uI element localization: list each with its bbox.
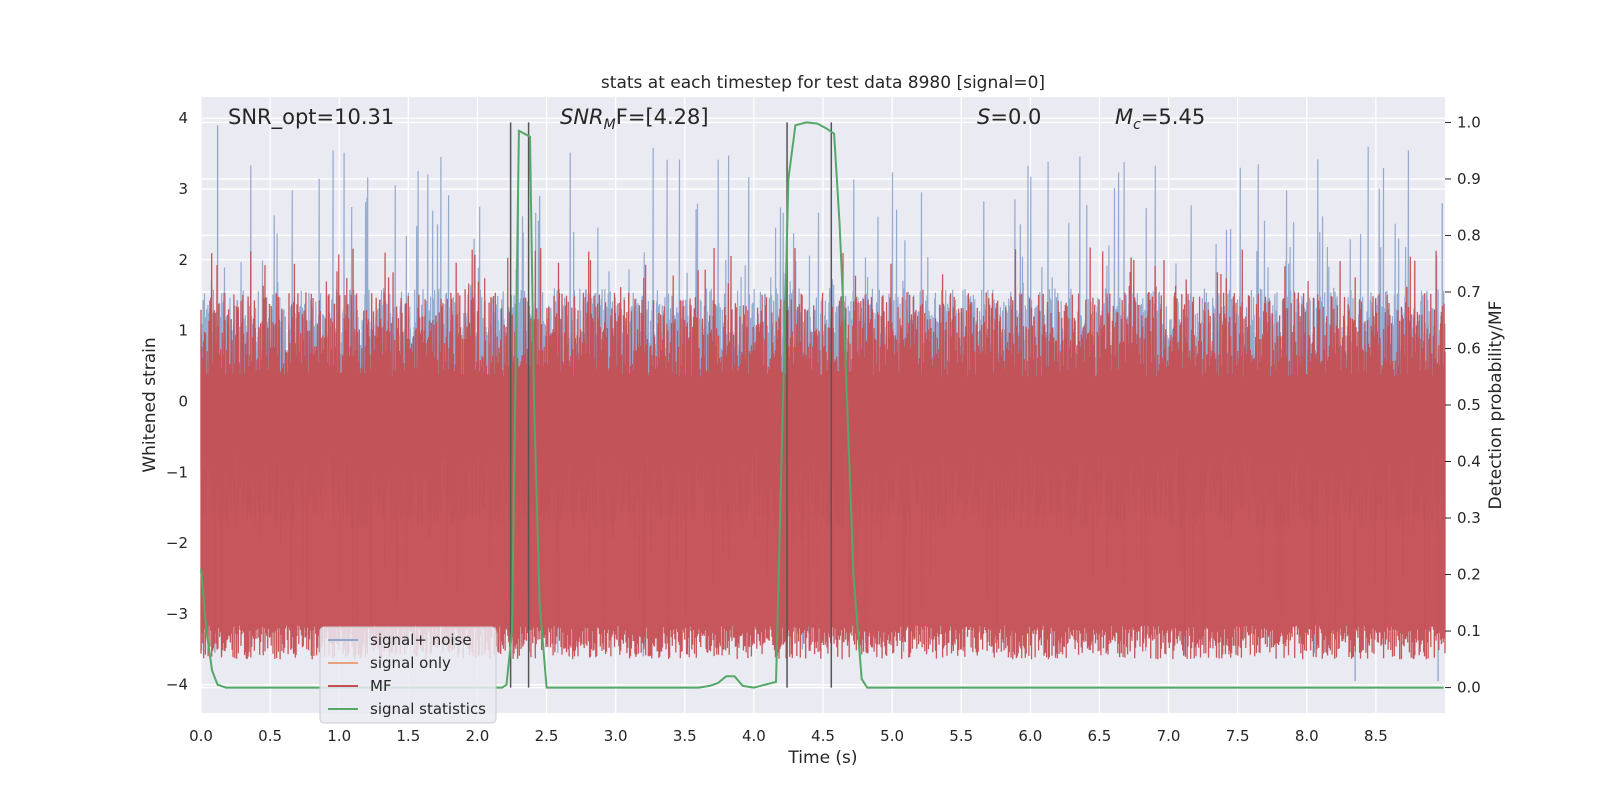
y2-axis-label: Detection probability/MF [1486, 301, 1506, 510]
x-tick-label: 4.5 [811, 727, 835, 745]
x-tick-label: 7.5 [1226, 727, 1250, 745]
y2-tick-label: 0.1 [1457, 622, 1481, 640]
x-tick-label: 4.0 [742, 727, 766, 745]
legend-label-mf: MF [370, 677, 392, 695]
y2-tick-label: 0.6 [1457, 339, 1481, 357]
x-tick-label: 0.0 [189, 727, 213, 745]
snr-mf-value: F=[4.28] [616, 105, 709, 129]
y-tick-label: −4 [166, 676, 188, 694]
y2-tick-labels: 0.0 0.1 0.2 0.3 0.4 0.5 0.6 0.7 0.8 0.9 1.0 [1445, 113, 1481, 697]
mc-main: M [1115, 105, 1133, 129]
mc-annotation: Mc=5.45 [1115, 105, 1205, 133]
x-tick-label: 5.5 [949, 727, 973, 745]
x-tick-label: 3.5 [673, 727, 697, 745]
y2-tick-label: 0.8 [1457, 226, 1481, 244]
y-tick-labels: −4 −3 −2 −1 0 1 2 3 4 [166, 109, 188, 693]
y-axis-label: Whitened strain [140, 337, 160, 472]
y2-tick-label: 0.4 [1457, 453, 1481, 471]
x-tick-label: 3.0 [604, 727, 628, 745]
snr-opt-annotation: SNR_opt=10.31 [228, 105, 394, 130]
x-tick-label: 6.5 [1088, 727, 1112, 745]
x-tick-label: 1.0 [327, 727, 351, 745]
y-tick-label: 1 [178, 322, 188, 340]
y2-tick-label: 1.0 [1457, 113, 1481, 131]
y-tick-label: 3 [178, 180, 188, 198]
y2-tick-label: 0.3 [1457, 509, 1481, 527]
x-tick-label: 0.5 [258, 727, 282, 745]
y-tick-label: −2 [166, 534, 188, 552]
snr-mf-annotation: SNRMF=[4.28] [560, 105, 709, 133]
y2-tick-label: 0.7 [1457, 283, 1481, 301]
mc-value: =5.45 [1141, 105, 1205, 129]
y-tick-label: 2 [178, 251, 188, 269]
y2-tick-label: 0.5 [1457, 396, 1481, 414]
mf-series [200, 247, 1446, 660]
y2-tick-label: 0.0 [1457, 679, 1481, 697]
legend: signal+ noise signal only MF signal stat… [319, 626, 497, 724]
y-tick-label: −3 [166, 605, 188, 623]
x-tick-label: 5.0 [880, 727, 904, 745]
snr-mf-subscript: M [604, 117, 616, 133]
x-tick-label: 8.5 [1364, 727, 1388, 745]
x-tick-label: 2.0 [466, 727, 490, 745]
s-value: =0.0 [990, 105, 1041, 129]
x-tick-label: 8.0 [1295, 727, 1319, 745]
chart-title: stats at each timestep for test data 898… [601, 73, 1045, 93]
snr-mf-main: SNR [560, 105, 604, 129]
y2-tick-label: 0.2 [1457, 566, 1481, 584]
x-tick-label: 7.0 [1157, 727, 1181, 745]
y-tick-label: 0 [178, 392, 188, 410]
x-tick-labels: 0.0 0.5 1.0 1.5 2.0 2.5 3.0 3.5 4.0 4.5 5.0 5.5 6.0 6… [189, 727, 1388, 745]
s-main: S [977, 105, 990, 129]
y-tick-label: −1 [166, 463, 188, 481]
x-tick-label: 1.5 [396, 727, 420, 745]
legend-label-signal-statistics: signal statistics [370, 700, 486, 718]
x-tick-label: 2.5 [535, 727, 559, 745]
legend-label-signal-only: signal only [370, 654, 451, 672]
mc-subscript: c [1133, 117, 1141, 133]
mf-line [200, 247, 1446, 660]
legend-box [319, 626, 497, 724]
x-tick-label: 6.0 [1018, 727, 1042, 745]
s-annotation: S=0.0 [977, 105, 1041, 129]
y2-tick-label: 0.9 [1457, 170, 1481, 188]
legend-label-signal-noise: signal+ noise [370, 631, 472, 649]
y-tick-label: 4 [178, 109, 188, 127]
x-axis-label: Time (s) [787, 748, 857, 768]
